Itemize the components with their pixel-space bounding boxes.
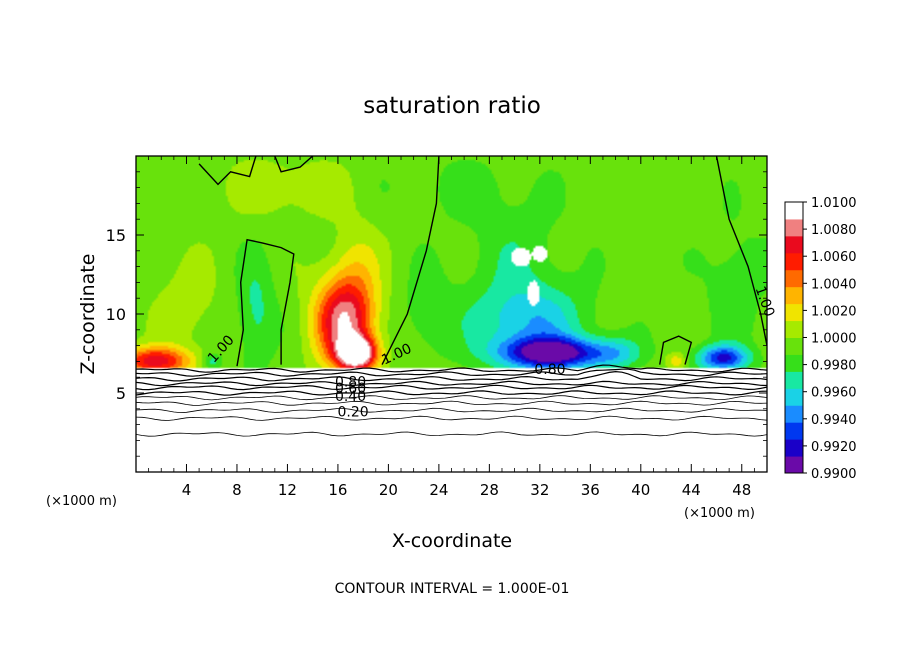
x-tick-label: 28 — [480, 481, 499, 499]
contour-line — [136, 400, 767, 406]
colorbar-tick-label: 1.0080 — [811, 223, 857, 238]
colorbar-swatch — [785, 269, 803, 288]
x-tick-label: 12 — [278, 481, 297, 499]
contour-line — [136, 368, 767, 377]
colorbar-swatch — [785, 405, 803, 423]
contour-lines — [136, 156, 767, 437]
colorbar-swatch — [785, 337, 803, 355]
contour-label: 0.40 — [335, 389, 366, 405]
colorbar-tick-label: 1.0060 — [811, 250, 857, 265]
contour-line — [136, 407, 767, 414]
x-axis-ticks: 4 8 12 16 20 24 28 32 36 40 44 48 — [148, 156, 755, 499]
x-unit-label: (×1000 m) — [684, 506, 755, 521]
contour-line — [136, 380, 767, 387]
y-tick-label: 5 — [116, 384, 126, 403]
contour-line — [715, 156, 767, 346]
colorbar-tick-label: 0.9900 — [811, 467, 857, 482]
contour-line — [136, 364, 767, 373]
colorbar-swatch — [785, 218, 803, 237]
contour-line — [274, 156, 314, 173]
colorbar: 1.0100 1.0080 1.0060 1.0040 1.0020 1.0000 0.99… — [784, 196, 857, 482]
contour-label: 0.20 — [337, 405, 368, 421]
contour-line — [136, 384, 767, 391]
contour-line — [236, 238, 295, 367]
x-tick-label: 20 — [379, 481, 398, 499]
contour-line — [198, 156, 257, 186]
contour-line — [659, 335, 693, 365]
colorbar-swatch — [785, 456, 803, 474]
x-axis-label: X-coordinate — [392, 530, 512, 552]
colorbar-swatch — [785, 303, 803, 322]
colorbar-tick-label: 0.9920 — [811, 440, 857, 455]
x-tick-label: 32 — [530, 481, 549, 499]
colorbar-swatch — [785, 354, 803, 372]
contour-line — [136, 370, 767, 382]
contour-label: 0.80 — [335, 375, 366, 391]
colorbar-tick-label: 1.0040 — [811, 277, 857, 292]
colorbar-swatch — [785, 252, 803, 271]
colorbar-swatch — [785, 371, 803, 389]
contour-interval-note: CONTOUR INTERVAL = 1.000E-01 — [335, 581, 570, 597]
z-unit-label: (×1000 m) — [46, 494, 117, 509]
y-tick-label: 10 — [106, 305, 126, 324]
contour-label: 0.60 — [335, 381, 366, 397]
x-tick-label: 16 — [328, 481, 347, 499]
x-tick-label: 4 — [182, 481, 192, 499]
colorbar-tick-label: 1.0020 — [811, 304, 857, 319]
contour-label: 0.80 — [534, 362, 565, 378]
saturation-field — [136, 156, 767, 472]
colorbar-swatch — [785, 320, 803, 338]
colorbar-tick-label: 0.9940 — [811, 413, 857, 428]
colorbar-tick-label: 1.0100 — [811, 196, 857, 211]
colorbar-tick-label: 1.0000 — [811, 332, 857, 347]
colorbar-swatch — [785, 202, 803, 220]
contour-line — [136, 390, 767, 396]
x-tick-label: 48 — [732, 481, 751, 499]
x-tick-label: 24 — [429, 481, 448, 499]
y-axis-label: Z-coordinate — [77, 254, 99, 375]
colorbar-swatch — [785, 235, 803, 254]
contour-line — [136, 415, 767, 421]
plot-area: 1.00 1.001.000.800.800.600.400.20 4 8 12 16 2… — [106, 155, 777, 499]
contour-line — [136, 395, 767, 401]
x-tick-label: 36 — [581, 481, 600, 499]
x-tick-label: 8 — [232, 481, 242, 499]
chart-title: saturation ratio — [363, 93, 541, 119]
colorbar-swatch — [785, 439, 803, 457]
x-tick-label: 44 — [682, 481, 701, 499]
colorbar-tick-label: 0.9960 — [811, 386, 857, 401]
contour-line — [381, 156, 440, 365]
y-tick-label: 15 — [106, 226, 126, 245]
y-axis-ticks: 5 10 15 — [106, 171, 767, 457]
colorbar-swatch — [785, 286, 803, 305]
contour-line — [136, 431, 767, 437]
colorbar-swatch — [785, 422, 803, 440]
x-tick-label: 40 — [631, 481, 650, 499]
colorbar-tick-label: 0.9980 — [811, 359, 857, 374]
colorbar-swatch — [785, 388, 803, 406]
